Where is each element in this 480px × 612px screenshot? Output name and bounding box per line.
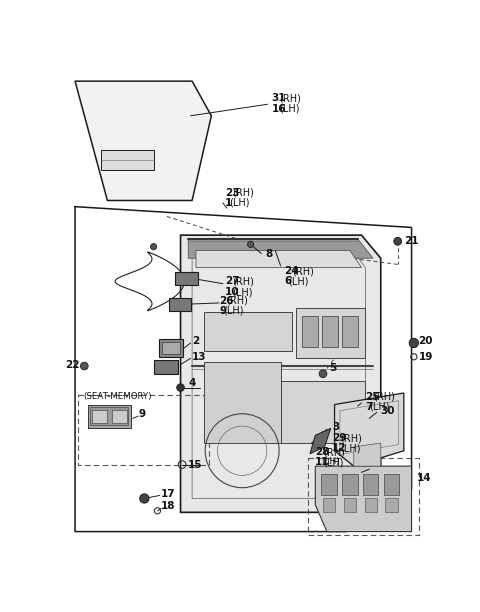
Text: (LH): (LH)	[369, 402, 390, 412]
Polygon shape	[354, 443, 381, 466]
Polygon shape	[363, 474, 378, 495]
Text: 18: 18	[161, 501, 176, 511]
Text: (RH): (RH)	[233, 188, 254, 198]
Text: 29: 29	[332, 433, 347, 444]
Polygon shape	[159, 339, 183, 357]
Bar	[78, 395, 209, 465]
Text: (LH): (LH)	[223, 305, 243, 316]
Polygon shape	[162, 342, 180, 354]
Polygon shape	[344, 499, 356, 512]
Text: (LH): (LH)	[279, 104, 300, 114]
Polygon shape	[90, 407, 128, 425]
Text: (LH): (LH)	[322, 457, 340, 466]
Circle shape	[394, 237, 402, 245]
Text: 23: 23	[225, 188, 240, 198]
Polygon shape	[188, 239, 373, 258]
Text: 14: 14	[417, 474, 432, 483]
Text: 12: 12	[332, 444, 347, 453]
Polygon shape	[315, 466, 411, 532]
Polygon shape	[384, 474, 399, 495]
Bar	[308, 458, 419, 536]
Text: (LH): (LH)	[229, 198, 250, 208]
Text: 21: 21	[405, 236, 419, 246]
Text: (RH): (RH)	[233, 277, 254, 286]
Polygon shape	[281, 381, 365, 443]
Circle shape	[409, 338, 419, 348]
Polygon shape	[342, 474, 358, 495]
Text: 5: 5	[329, 364, 336, 373]
Text: 15: 15	[188, 460, 203, 469]
Text: 19: 19	[419, 352, 433, 362]
Text: 6: 6	[285, 277, 292, 286]
Polygon shape	[75, 81, 211, 201]
Circle shape	[140, 494, 149, 503]
Text: 25: 25	[365, 392, 380, 402]
Polygon shape	[365, 499, 377, 512]
Text: 11: 11	[315, 457, 330, 468]
Text: 9: 9	[219, 305, 226, 316]
Text: 28: 28	[315, 447, 330, 457]
Polygon shape	[196, 250, 361, 267]
Text: 16: 16	[271, 104, 286, 114]
Polygon shape	[335, 393, 404, 466]
Circle shape	[248, 241, 254, 247]
Text: (LH): (LH)	[323, 457, 343, 468]
Text: (RH): (RH)	[373, 392, 395, 402]
Text: (LH): (LH)	[288, 277, 309, 286]
Text: 26: 26	[219, 296, 234, 305]
Text: (RH): (RH)	[227, 296, 248, 305]
Text: (RH): (RH)	[340, 433, 361, 444]
Text: 3: 3	[332, 422, 339, 432]
Text: 1: 1	[225, 198, 232, 208]
Polygon shape	[204, 312, 292, 351]
Text: 8: 8	[265, 248, 273, 259]
Polygon shape	[154, 360, 178, 374]
Text: 30: 30	[381, 406, 395, 416]
Text: 27: 27	[225, 277, 240, 286]
Circle shape	[151, 244, 156, 250]
Bar	[342, 316, 358, 347]
Polygon shape	[296, 308, 365, 359]
Text: 20: 20	[419, 337, 433, 346]
Polygon shape	[204, 362, 281, 443]
Text: (LH): (LH)	[340, 444, 360, 453]
Polygon shape	[322, 474, 337, 495]
Bar	[322, 316, 337, 347]
Text: 4: 4	[188, 378, 196, 388]
Text: 31: 31	[271, 93, 286, 103]
Polygon shape	[180, 235, 381, 512]
Circle shape	[319, 370, 327, 378]
Text: 24: 24	[285, 266, 299, 277]
Text: (RH): (RH)	[279, 93, 300, 103]
Polygon shape	[310, 428, 331, 454]
Text: (RH): (RH)	[292, 266, 314, 277]
Polygon shape	[101, 151, 154, 170]
Text: 9: 9	[138, 409, 145, 419]
Polygon shape	[88, 405, 131, 428]
Polygon shape	[385, 499, 398, 512]
Polygon shape	[175, 272, 198, 285]
Text: 17: 17	[161, 489, 176, 499]
Text: 10: 10	[225, 287, 240, 297]
Polygon shape	[323, 499, 336, 512]
Text: (SEAT-MEMORY): (SEAT-MEMORY)	[83, 392, 151, 401]
Bar	[92, 410, 108, 423]
Text: 13: 13	[192, 352, 206, 362]
Text: (RH): (RH)	[323, 447, 345, 457]
Circle shape	[81, 362, 88, 370]
Polygon shape	[169, 298, 191, 311]
Text: 22: 22	[65, 359, 80, 370]
Bar	[112, 410, 127, 423]
Bar	[302, 316, 318, 347]
Text: 7: 7	[365, 402, 373, 412]
Text: (LH): (LH)	[233, 287, 253, 297]
Text: 2: 2	[192, 337, 199, 346]
Circle shape	[177, 384, 184, 392]
